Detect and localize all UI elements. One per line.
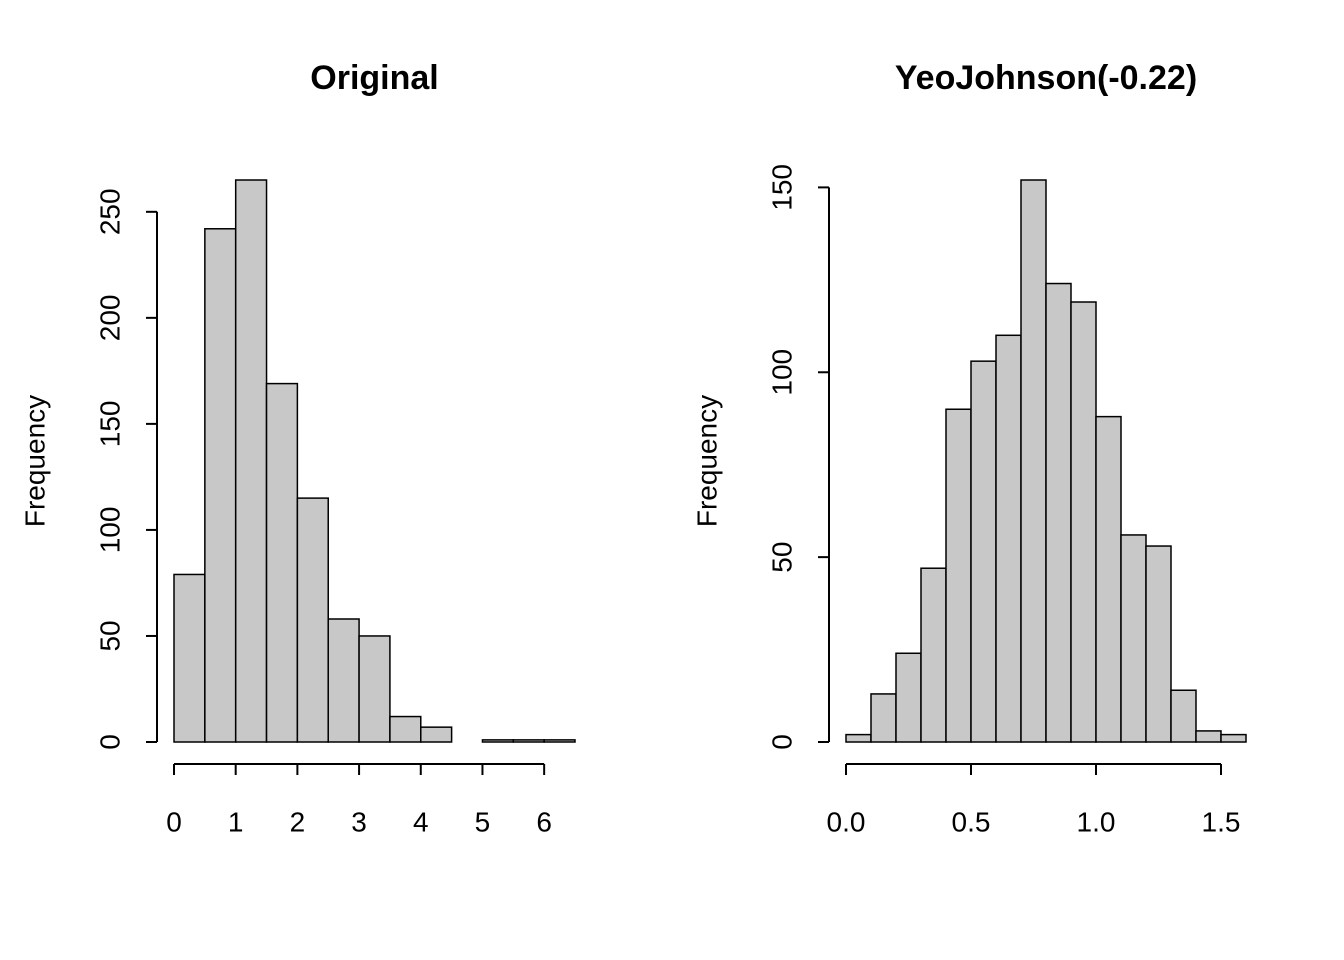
bar [945, 408, 972, 743]
bar [420, 726, 453, 743]
y-tick-label: 50 [94, 620, 125, 651]
chart-title: Original [310, 59, 438, 97]
bar [895, 652, 922, 743]
y-tick-label: 0 [94, 734, 125, 750]
bar [327, 618, 360, 743]
chart-title: YeoJohnson(-0.22) [895, 59, 1197, 97]
y-tick-label: 0 [766, 734, 797, 750]
y-axis-label: Frequency [691, 395, 722, 527]
bar [1020, 179, 1047, 743]
y-axis-label: Frequency [19, 395, 50, 527]
x-tick-label: 6 [536, 806, 552, 837]
x-tick-label: 0 [166, 806, 182, 837]
bar [234, 179, 268, 743]
bar [296, 497, 329, 743]
bar [512, 739, 545, 743]
x-tick-label: 0.0 [827, 806, 866, 837]
bar [358, 635, 391, 743]
y-tick-label: 250 [94, 188, 125, 235]
bar [1045, 282, 1072, 743]
bar [1170, 689, 1197, 743]
bar [995, 334, 1022, 743]
bar [845, 733, 872, 743]
bar [870, 693, 897, 743]
x-tick-label: 1 [228, 806, 244, 837]
y-tick-label: 150 [766, 164, 797, 211]
bar [1070, 301, 1097, 743]
bar [1120, 534, 1147, 743]
bar [1145, 545, 1172, 743]
bar [481, 739, 515, 743]
bar [265, 382, 299, 743]
bar [173, 573, 206, 743]
bar [389, 715, 422, 743]
x-tick-label: 1.0 [1077, 806, 1116, 837]
bar [543, 739, 576, 743]
bar [970, 360, 997, 743]
x-tick-label: 1.5 [1202, 806, 1241, 837]
x-tick-label: 5 [475, 806, 491, 837]
x-tick-label: 4 [413, 806, 429, 837]
bar [1095, 415, 1122, 743]
y-tick-label: 100 [94, 507, 125, 554]
x-tick-label: 3 [351, 806, 367, 837]
y-tick-label: 150 [94, 401, 125, 448]
y-tick-label: 200 [94, 294, 125, 341]
bar [920, 567, 947, 743]
bar [1220, 733, 1247, 743]
bar [204, 228, 237, 743]
bar [1195, 730, 1222, 743]
x-tick-label: 0.5 [952, 806, 991, 837]
y-tick-label: 50 [766, 542, 797, 573]
x-tick-label: 2 [290, 806, 306, 837]
y-tick-label: 100 [766, 349, 797, 396]
